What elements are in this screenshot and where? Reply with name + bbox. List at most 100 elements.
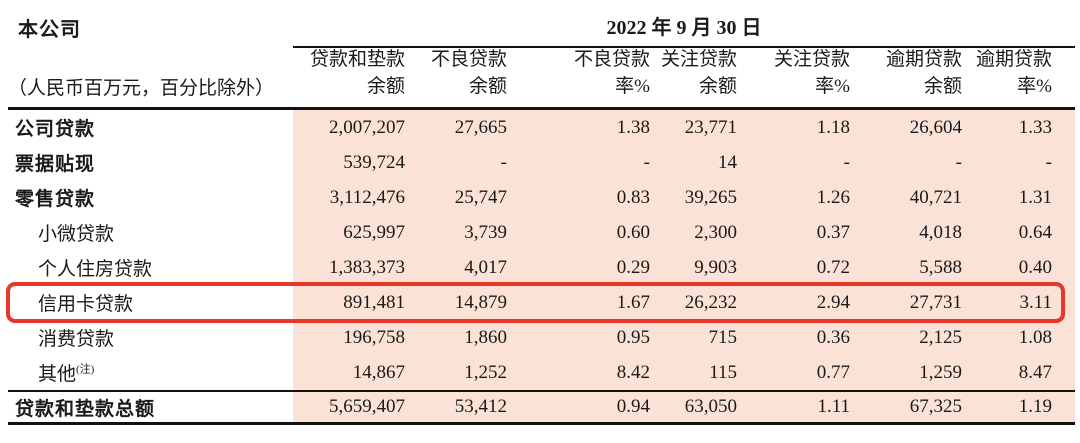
cell-value: 1,860	[405, 320, 507, 355]
row-label: 个人住房贷款	[8, 250, 293, 285]
column-header-line2: 率%	[615, 76, 650, 97]
column-header-line1: 关注贷款	[773, 49, 850, 70]
column-header: 逾期贷款 余额	[850, 46, 962, 110]
column-header-line2: 余额	[468, 76, 507, 97]
cell-value: 1,252	[405, 355, 507, 391]
cell-value: 14,879	[405, 285, 507, 320]
cell-value: 53,412	[405, 390, 507, 425]
cell-value: 3,739	[405, 215, 507, 250]
column-header: 逾期贷款 率%	[962, 46, 1075, 110]
cell-value: 67,325	[850, 390, 962, 425]
cell-value: 0.60	[507, 215, 650, 250]
cell-value: 0.83	[507, 180, 650, 215]
row-label: 贷款和垫款总额	[8, 390, 293, 425]
row-label: 其他(注)	[8, 355, 293, 391]
cell-value: 891,481	[293, 285, 405, 320]
table-row: 零售贷款 3,112,476 25,747 0.83 39,265 1.26 40,721 1…	[8, 180, 1075, 215]
column-header-line1: 不良贷款	[430, 49, 507, 70]
cell-value: 1.67	[507, 285, 650, 320]
row-label: 小微贷款	[8, 215, 293, 250]
cell-value: 1.33	[962, 108, 1075, 145]
cell-value: 2,125	[850, 320, 962, 355]
cell-value: 2,007,207	[293, 108, 405, 145]
cell-value: -	[507, 145, 650, 180]
company-label: 本公司	[18, 19, 81, 41]
cell-value: 3,112,476	[293, 180, 405, 215]
table-row: 信用卡贷款 891,481 14,879 1.67 26,232 2.94 27,731 3.…	[8, 285, 1075, 320]
cell-value: 0.29	[507, 250, 650, 285]
cell-value: 0.37	[737, 215, 850, 250]
column-header: 不良贷款率%	[507, 46, 650, 110]
row-label: 零售贷款	[8, 180, 293, 215]
table-row: 消费贷款 196,758 1,860 0.95 715 0.36 2,125 1.08	[8, 320, 1075, 355]
cell-value: 1,259	[850, 355, 962, 391]
table-body: 公司贷款 2,007,207 27,665 1.38 23,771 1.18 26,604 1…	[8, 108, 1075, 425]
table-row: 票据贴现 539,724- -14- - -	[8, 145, 1075, 180]
cell-value: 5,588	[850, 250, 962, 285]
column-header: 不良贷款余额	[405, 46, 507, 110]
cell-value: 0.95	[507, 320, 650, 355]
cell-value: -	[737, 145, 850, 180]
cell-value: 40,721	[850, 180, 962, 215]
cell-value: 2,300	[650, 215, 737, 250]
cell-value: 2.94	[737, 285, 850, 320]
cell-value: 27,731	[850, 285, 962, 320]
cell-value: 23,771	[650, 108, 737, 145]
row-label: 票据贴现	[8, 145, 293, 180]
table-row: 个人住房贷款 1,383,373 4,017 0.29 9,903 0.72 5,588 0.…	[8, 250, 1075, 285]
table-row: 其他(注) 14,867 1,252 8.42 115 0.77 1,259 8.47	[8, 355, 1075, 391]
row-label: 公司贷款	[8, 108, 293, 145]
cell-value: 3.11	[962, 285, 1075, 320]
cell-value: 0.72	[737, 250, 850, 285]
cell-value: 1.38	[507, 108, 650, 145]
column-header: 贷款和垫款余额	[293, 46, 405, 110]
cell-value: 0.40	[962, 250, 1075, 285]
column-header-row: （人民币百万元，百分比除外） 贷款和垫款 余额 不良贷款 余额 不良贷款 率% 关注贷款 余额…	[8, 46, 1075, 110]
cell-value: -	[405, 145, 507, 180]
cell-value: 1.08	[962, 320, 1075, 355]
cell-value: 0.64	[962, 215, 1075, 250]
table-row: 公司贷款 2,007,207 27,665 1.38 23,771 1.18 26,604 1…	[8, 108, 1075, 145]
table-row: 小微贷款 625,997 3,739 0.60 2,300 0.37 4,018 0.64	[8, 215, 1075, 250]
loan-quality-table: （人民币百万元，百分比除外） 贷款和垫款 余额 不良贷款 余额 不良贷款 率% 关注贷款 余额…	[8, 46, 1075, 425]
cell-value: 39,265	[650, 180, 737, 215]
cell-value: 27,665	[405, 108, 507, 145]
column-header: 关注贷款余额	[650, 46, 737, 110]
cell-value: 4,018	[850, 215, 962, 250]
column-header-line1: 贷款和垫款	[309, 49, 405, 70]
cell-value: 14,867	[293, 355, 405, 391]
column-header: 关注贷款率%	[737, 46, 850, 110]
cell-value: 9,903	[650, 250, 737, 285]
cell-value: 1.11	[737, 390, 850, 425]
column-header-line2: 余额	[698, 76, 737, 97]
cell-value: 14	[650, 145, 737, 180]
cell-value: 5,659,407	[293, 390, 405, 425]
column-header-line1: 关注贷款	[660, 49, 737, 70]
cell-value: 8.42	[507, 355, 650, 391]
cell-value: 8.47	[962, 355, 1075, 391]
cell-value: 1,383,373	[293, 250, 405, 285]
cell-value: 63,050	[650, 390, 737, 425]
cell-value: -	[850, 145, 962, 180]
cell-value: 1.19	[962, 390, 1075, 425]
cell-value: 0.36	[737, 320, 850, 355]
cell-value: 1.18	[737, 108, 850, 145]
column-header-line1: 不良贷款	[573, 49, 650, 70]
cell-value: 25,747	[405, 180, 507, 215]
row-label: 消费贷款	[8, 320, 293, 355]
column-header-line2: 率%	[1017, 76, 1052, 97]
cell-value: 0.77	[737, 355, 850, 391]
column-header-line1: 逾期贷款	[885, 49, 962, 70]
cell-value: 26,604	[850, 108, 962, 145]
cell-value: 1.26	[737, 180, 850, 215]
cell-value: 625,997	[293, 215, 405, 250]
row-label: 信用卡贷款	[8, 285, 293, 320]
cell-value: 715	[650, 320, 737, 355]
column-header-line2: 率%	[815, 76, 850, 97]
column-header-line2: 余额	[366, 76, 405, 97]
unit-note: （人民币百万元，百分比除外）	[8, 46, 293, 110]
cell-value: -	[962, 145, 1075, 180]
footnote-marker: (注)	[76, 363, 95, 376]
cell-value: 0.94	[507, 390, 650, 425]
